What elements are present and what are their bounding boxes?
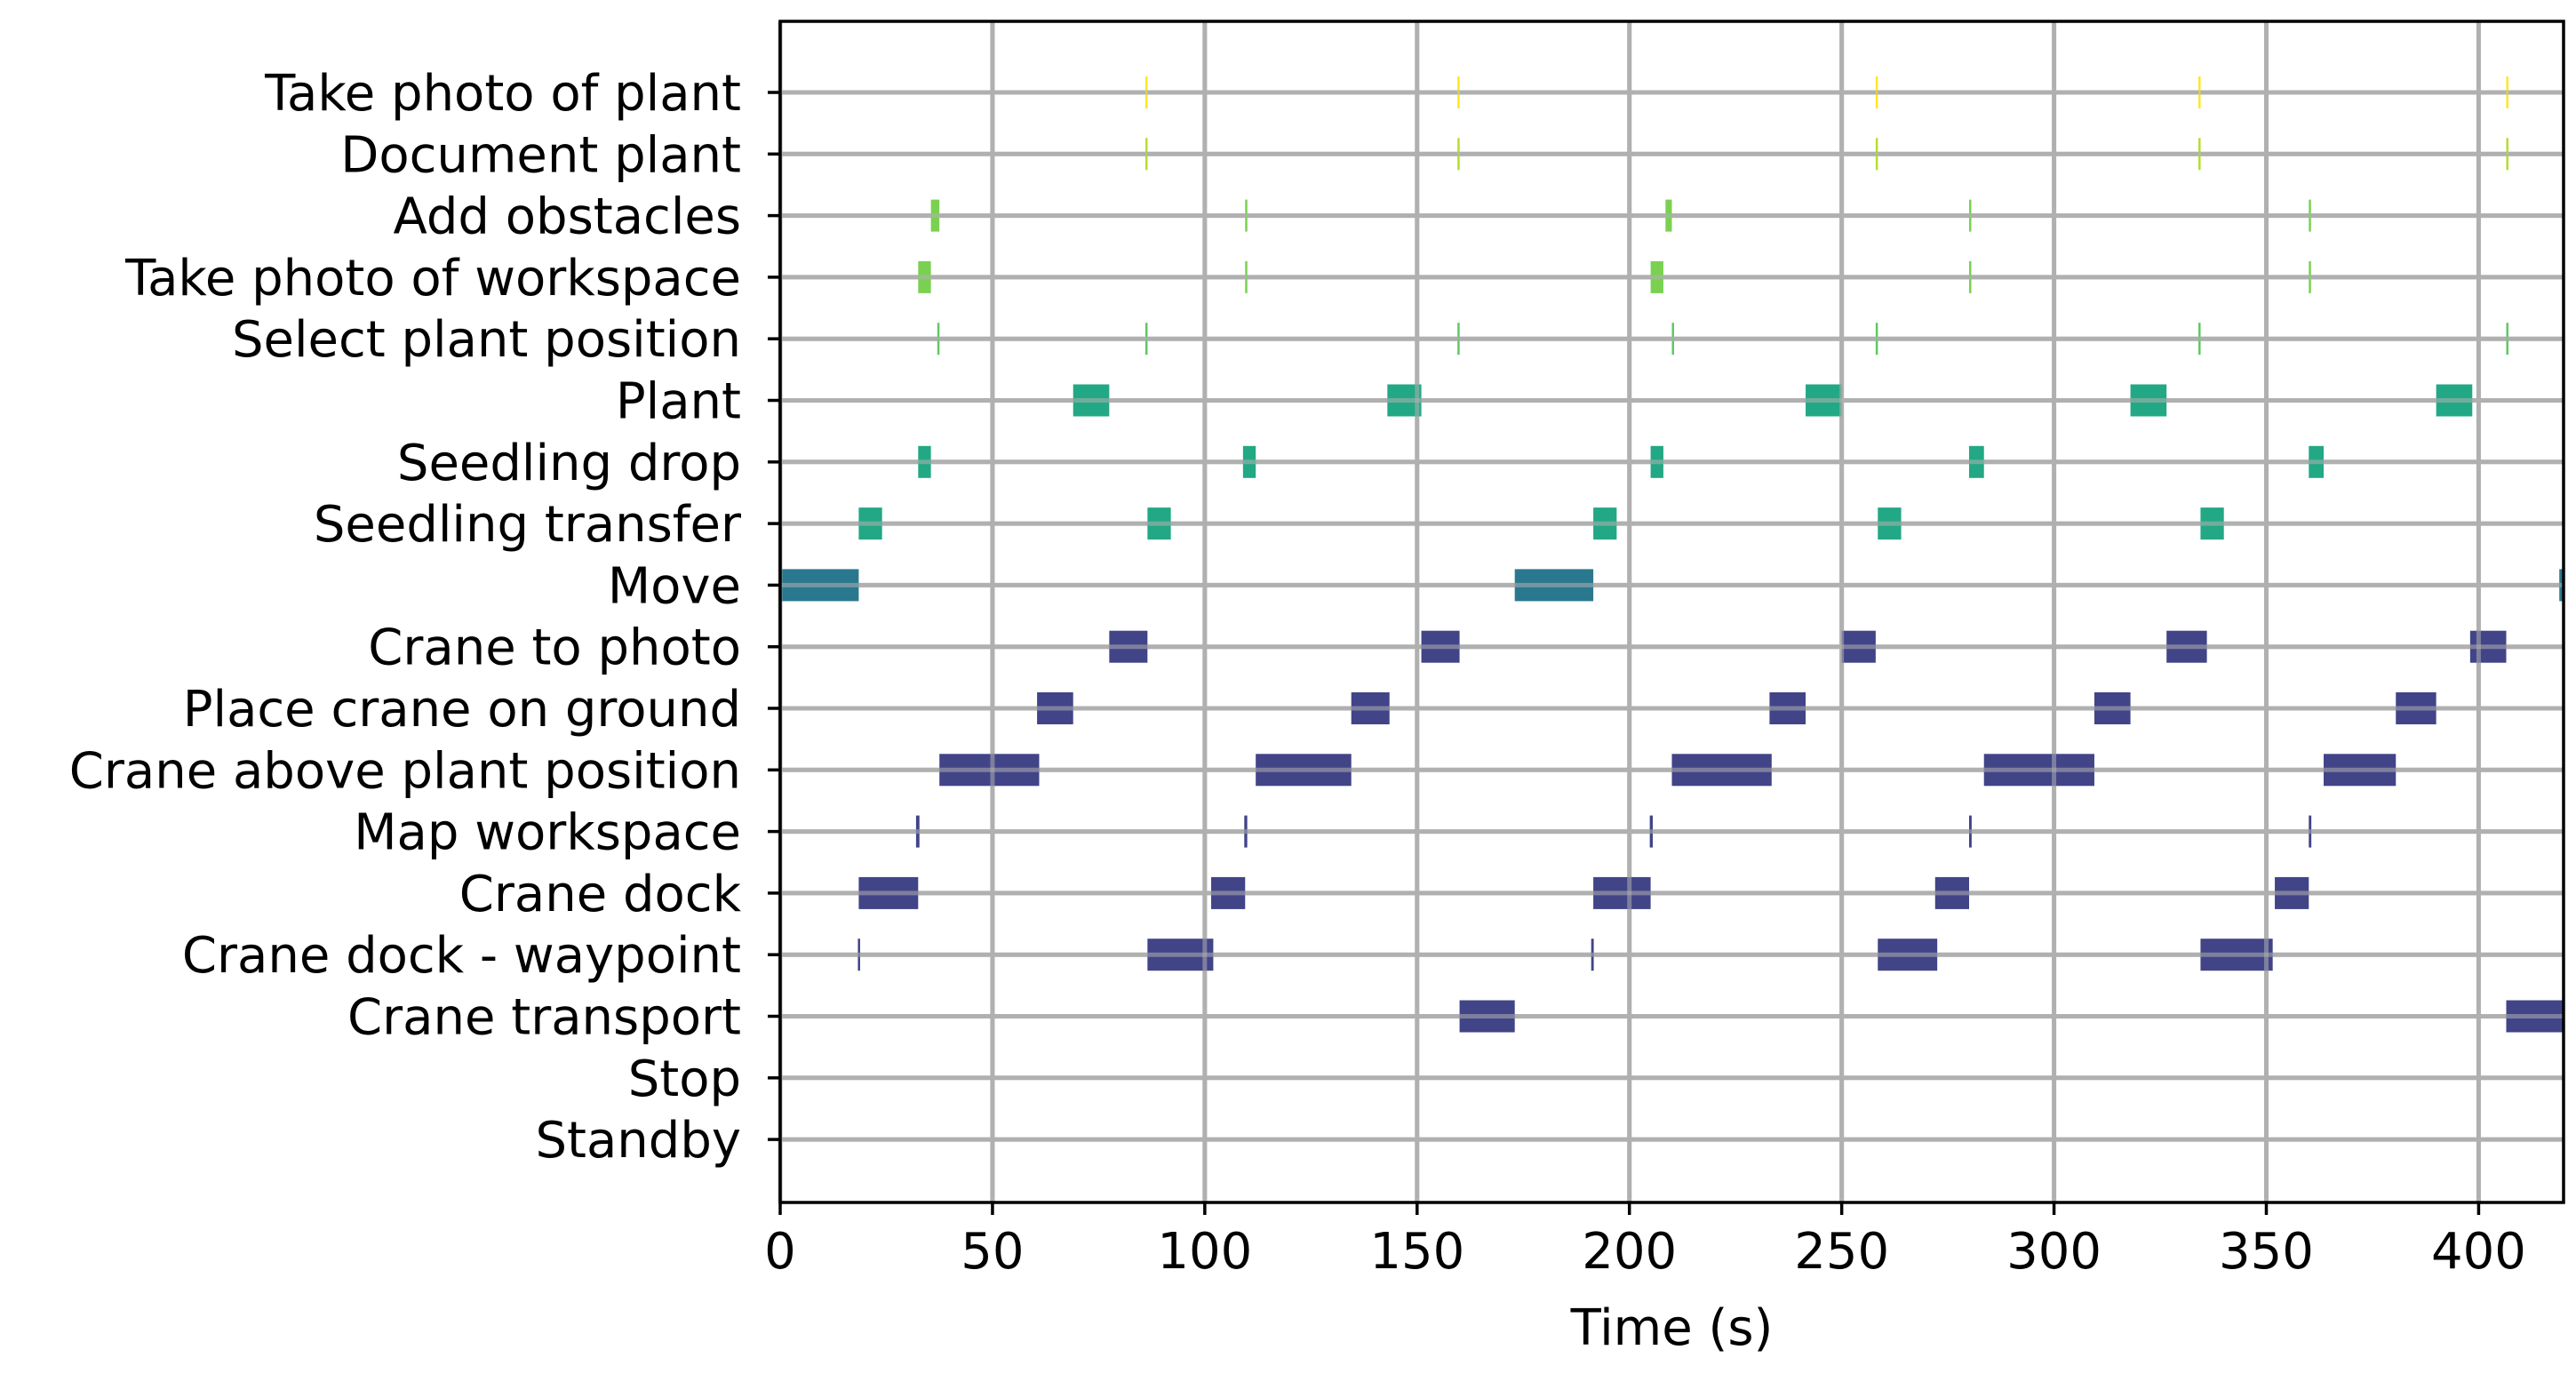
y-tick-label: Standby [535,1112,741,1170]
x-tick-label: 350 [2219,1223,2314,1281]
y-tick-label: Crane transport [347,989,741,1047]
x-tick-label: 200 [1582,1223,1677,1281]
x-tick-label: 150 [1369,1223,1464,1281]
y-tick-label: Place crane on ground [183,681,741,739]
y-tick-label: Take photo of plant [264,65,741,123]
grid [778,21,2564,1202]
x-axis-label: Time (s) [1570,1299,1774,1357]
x-tick-label: 0 [764,1223,796,1281]
y-tick-label: Crane above plant position [69,742,741,800]
y-tick-label: Seedling drop [397,435,741,492]
grid-overlay [778,21,2564,1202]
y-tick-label: Crane to photo [368,619,741,677]
y-tick-label: Move [608,557,741,615]
ticks [768,91,2481,1215]
y-tick-label: Crane dock [459,866,742,923]
y-tick-label: Select plant position [232,311,741,369]
x-tick-label: 400 [2431,1223,2526,1281]
y-tick-label: Seedling transfer [314,496,742,554]
y-tick-label: Plant [616,373,741,431]
x-tick-label: 300 [2006,1223,2101,1281]
x-tick-labels: 0 50 100 150 200 250 300 350 400 [764,1223,2526,1281]
bars [780,76,2564,1033]
x-tick-label: 250 [1794,1223,1889,1281]
y-tick-label: Stop [628,1050,741,1108]
plot-frame [778,20,2565,1204]
y-tick-label: Crane dock - waypoint [182,927,741,985]
y-tick-label: Document plant [340,126,741,184]
y-tick-label: Add obstacles [394,188,741,246]
y-tick-label: Take photo of workspace [124,250,741,308]
x-tick-label: 100 [1157,1223,1252,1281]
x-tick-label: 50 [961,1223,1024,1281]
y-tick-label: Map workspace [354,804,741,862]
